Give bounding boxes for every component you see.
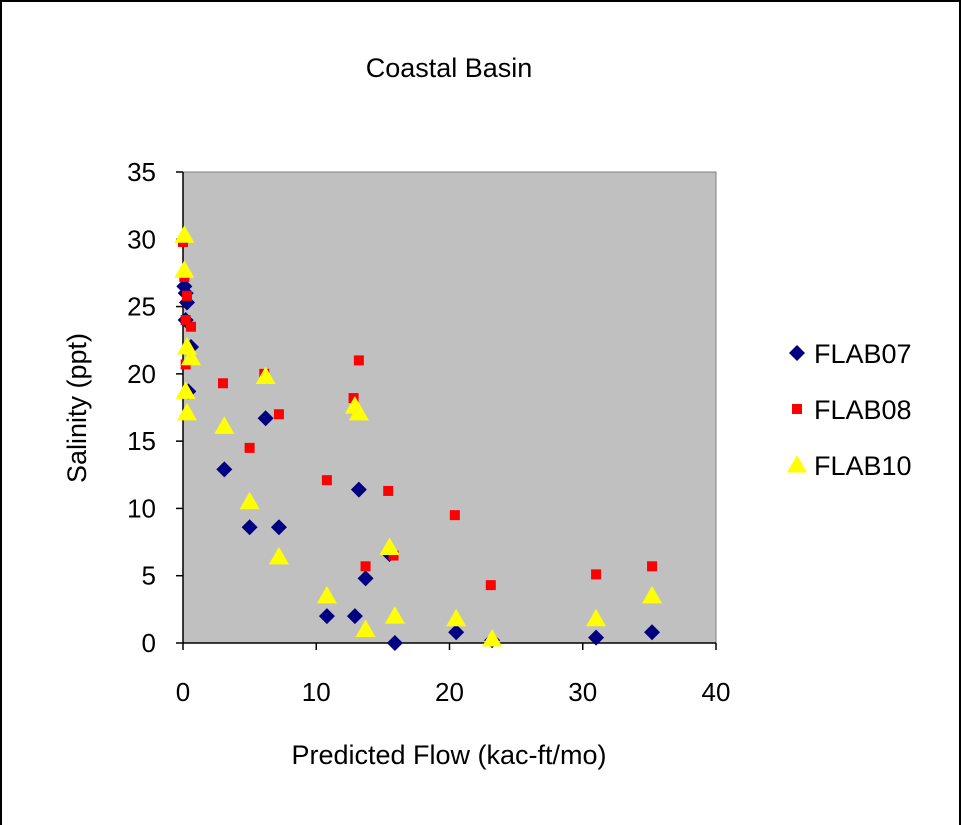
legend-item-flab08: FLAB08 [792, 395, 912, 425]
x-tick-label: 0 [176, 677, 190, 707]
y-tick-label: 35 [127, 157, 156, 187]
series-flab10 [174, 225, 663, 647]
data-point-flab08 [180, 315, 191, 326]
legend-item-flab10: FLAB10 [787, 451, 912, 481]
data-point-flab08 [353, 355, 364, 366]
y-tick-label: 10 [127, 493, 156, 523]
data-point-flab10 [355, 619, 376, 638]
legend-label: FLAB08 [814, 395, 912, 425]
data-point-flab10 [316, 585, 337, 604]
data-point-flab07 [241, 519, 258, 536]
data-point-flab08 [181, 290, 192, 301]
data-point-flab07 [318, 608, 335, 625]
data-point-flab08 [485, 580, 496, 591]
data-marks [174, 225, 663, 651]
legend-marker-flab07 [789, 345, 805, 361]
data-point-flab08 [321, 475, 332, 486]
data-point-flab10 [482, 628, 503, 647]
y-tick-label: 5 [142, 561, 156, 591]
y-tick-label: 20 [127, 359, 156, 389]
x-axis-label: Predicted Flow (kac-ft/mo) [291, 740, 606, 770]
data-point-flab10 [176, 402, 197, 421]
y-tick-label: 30 [127, 224, 156, 254]
y-axis-label: Salinity (ppt) [62, 333, 92, 483]
axes: 0 5 10 15 20 25 30 35 0 10 20 30 40 [127, 157, 730, 707]
data-point-flab10 [384, 606, 405, 624]
data-point-flab08 [647, 561, 658, 572]
plot-area [182, 171, 717, 644]
data-point-flab07 [448, 624, 465, 641]
data-point-flab07 [588, 629, 605, 646]
data-point-flab10 [214, 416, 235, 434]
data-point-flab07 [346, 608, 363, 625]
data-point-flab10 [642, 585, 663, 604]
y-tick-label: 0 [142, 628, 156, 658]
data-point-flab10 [446, 608, 467, 627]
data-point-flab07 [270, 519, 287, 536]
data-point-flab10 [268, 546, 289, 565]
data-point-flab10 [348, 402, 369, 421]
data-point-flab08 [360, 561, 371, 572]
data-point-flab07 [350, 481, 367, 498]
x-tick-label: 30 [568, 677, 597, 707]
legend-marker-flab10 [787, 455, 807, 473]
data-point-flab07 [357, 570, 374, 587]
data-point-flab08 [591, 569, 602, 580]
data-point-flab10 [180, 347, 201, 366]
data-point-flab10 [255, 366, 276, 385]
x-tick-label: 20 [435, 677, 464, 707]
data-point-flab08 [185, 321, 196, 332]
data-point-flab07 [216, 461, 233, 478]
data-point-flab10 [175, 381, 196, 399]
data-point-flab07 [644, 624, 661, 641]
data-point-flab08 [348, 393, 359, 404]
data-point-flab07 [386, 635, 403, 651]
legend-label: FLAB10 [814, 451, 912, 481]
data-point-flab08 [273, 409, 284, 420]
legend-label: FLAB07 [814, 339, 912, 369]
legend: FLAB07 FLAB08 FLAB10 [787, 339, 912, 481]
data-point-flab08 [217, 378, 228, 389]
data-point-flab10 [586, 608, 607, 627]
legend-item-flab07: FLAB07 [789, 339, 912, 369]
y-tick-label: 25 [127, 292, 156, 322]
data-point-flab08 [388, 550, 399, 561]
x-tick-label: 40 [702, 677, 731, 707]
data-point-flab10 [174, 225, 195, 243]
y-tick-label: 15 [127, 426, 156, 456]
data-point-flab10 [379, 537, 400, 555]
chart-title: Coastal Basin [366, 53, 533, 83]
x-tick-label: 10 [302, 677, 331, 707]
data-point-flab08 [383, 485, 394, 496]
data-point-flab07 [257, 410, 274, 427]
data-point-flab10 [239, 491, 260, 510]
data-point-flab08 [449, 510, 460, 521]
data-point-flab08 [244, 442, 255, 453]
legend-marker-flab08 [792, 404, 802, 414]
data-point-flab10 [174, 260, 195, 278]
